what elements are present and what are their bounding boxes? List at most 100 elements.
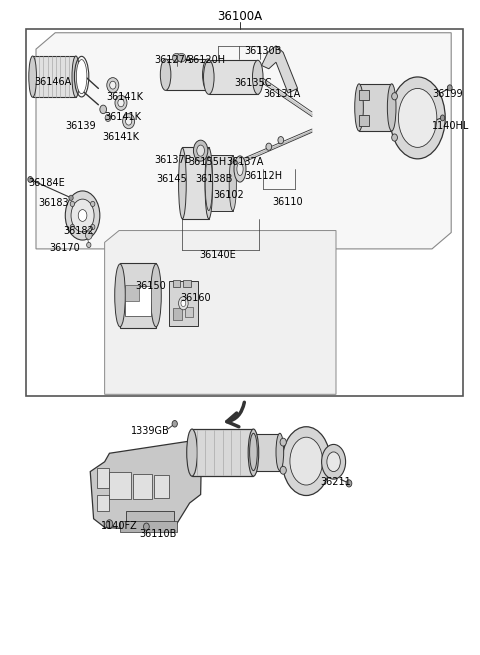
Bar — [192, 429, 253, 476]
Bar — [209, 155, 233, 211]
Text: 36130B: 36130B — [244, 46, 282, 56]
Text: 1339GB: 1339GB — [131, 426, 169, 436]
Ellipse shape — [250, 434, 257, 470]
Ellipse shape — [70, 201, 74, 206]
Ellipse shape — [355, 84, 363, 131]
Ellipse shape — [187, 429, 197, 476]
Text: 36137B: 36137B — [154, 155, 192, 166]
Ellipse shape — [441, 115, 444, 121]
Text: 36211: 36211 — [321, 477, 351, 487]
Ellipse shape — [123, 114, 134, 129]
Text: 36140E: 36140E — [199, 250, 236, 260]
Ellipse shape — [327, 452, 340, 472]
Ellipse shape — [100, 105, 107, 114]
Ellipse shape — [109, 81, 116, 89]
Text: 36112H: 36112H — [244, 170, 282, 181]
Text: 36120H: 36120H — [187, 55, 226, 66]
Bar — [33, 56, 76, 97]
Text: 36138B: 36138B — [195, 174, 233, 185]
Ellipse shape — [387, 84, 396, 131]
Ellipse shape — [160, 59, 171, 90]
Ellipse shape — [144, 523, 149, 531]
Bar — [154, 475, 169, 498]
Text: 36170: 36170 — [49, 242, 80, 253]
Bar — [109, 472, 131, 499]
Ellipse shape — [85, 231, 92, 239]
Ellipse shape — [105, 114, 111, 121]
Ellipse shape — [78, 210, 87, 221]
Text: 36137A: 36137A — [226, 157, 264, 168]
Ellipse shape — [172, 421, 178, 427]
Text: 36160: 36160 — [180, 293, 211, 303]
Ellipse shape — [69, 195, 73, 200]
Ellipse shape — [205, 148, 213, 219]
Polygon shape — [36, 33, 451, 249]
Ellipse shape — [229, 157, 236, 211]
Ellipse shape — [290, 438, 323, 485]
Text: 1140FZ: 1140FZ — [101, 521, 137, 531]
Bar — [169, 281, 198, 326]
Text: 36135C: 36135C — [235, 77, 272, 88]
Text: 36127A: 36127A — [154, 55, 192, 66]
Ellipse shape — [197, 145, 204, 156]
Ellipse shape — [72, 56, 80, 98]
Bar — [173, 308, 182, 320]
Bar — [359, 84, 392, 131]
Ellipse shape — [280, 438, 286, 446]
Bar — [126, 511, 174, 527]
Text: 36182: 36182 — [63, 226, 94, 236]
Text: 36141K: 36141K — [102, 132, 140, 142]
Text: 36141K: 36141K — [106, 92, 144, 102]
Bar — [125, 286, 151, 316]
Text: 36146A: 36146A — [34, 77, 72, 87]
Bar — [185, 307, 193, 317]
Bar — [97, 468, 109, 488]
Ellipse shape — [91, 201, 95, 206]
Ellipse shape — [280, 466, 286, 474]
Bar — [359, 115, 369, 126]
Ellipse shape — [248, 429, 259, 476]
Bar — [166, 59, 208, 90]
Bar — [182, 147, 209, 219]
Bar — [97, 495, 109, 511]
Ellipse shape — [115, 264, 125, 327]
Ellipse shape — [204, 60, 214, 94]
Ellipse shape — [172, 53, 181, 62]
Text: 36139: 36139 — [65, 121, 96, 131]
Ellipse shape — [266, 143, 272, 151]
Text: 36183: 36183 — [38, 198, 69, 208]
Text: 36131A: 36131A — [264, 88, 301, 99]
Bar — [120, 263, 156, 328]
Ellipse shape — [346, 479, 352, 487]
Ellipse shape — [177, 53, 186, 62]
Bar — [253, 434, 280, 471]
Bar — [120, 521, 177, 532]
Ellipse shape — [322, 445, 346, 479]
Text: 36102: 36102 — [214, 189, 244, 200]
Text: 36199: 36199 — [432, 88, 463, 99]
Text: 36150: 36150 — [135, 280, 166, 291]
Ellipse shape — [237, 162, 243, 176]
Ellipse shape — [193, 140, 208, 161]
Ellipse shape — [28, 177, 33, 183]
Ellipse shape — [65, 191, 100, 240]
Polygon shape — [90, 440, 202, 529]
Ellipse shape — [70, 225, 74, 230]
Bar — [173, 280, 180, 287]
Ellipse shape — [252, 60, 263, 94]
Ellipse shape — [126, 117, 132, 125]
Text: 36184E: 36184E — [29, 178, 65, 189]
Polygon shape — [262, 46, 298, 93]
Ellipse shape — [29, 56, 36, 98]
Text: 36141K: 36141K — [104, 112, 141, 122]
Text: 36155H: 36155H — [188, 157, 227, 168]
Text: 36110: 36110 — [273, 196, 303, 207]
Text: 36110B: 36110B — [140, 529, 177, 539]
Ellipse shape — [86, 242, 91, 248]
Bar — [133, 474, 152, 499]
Bar — [183, 280, 191, 287]
Ellipse shape — [392, 134, 397, 141]
Ellipse shape — [390, 77, 445, 159]
Ellipse shape — [107, 77, 119, 93]
Ellipse shape — [106, 520, 113, 528]
